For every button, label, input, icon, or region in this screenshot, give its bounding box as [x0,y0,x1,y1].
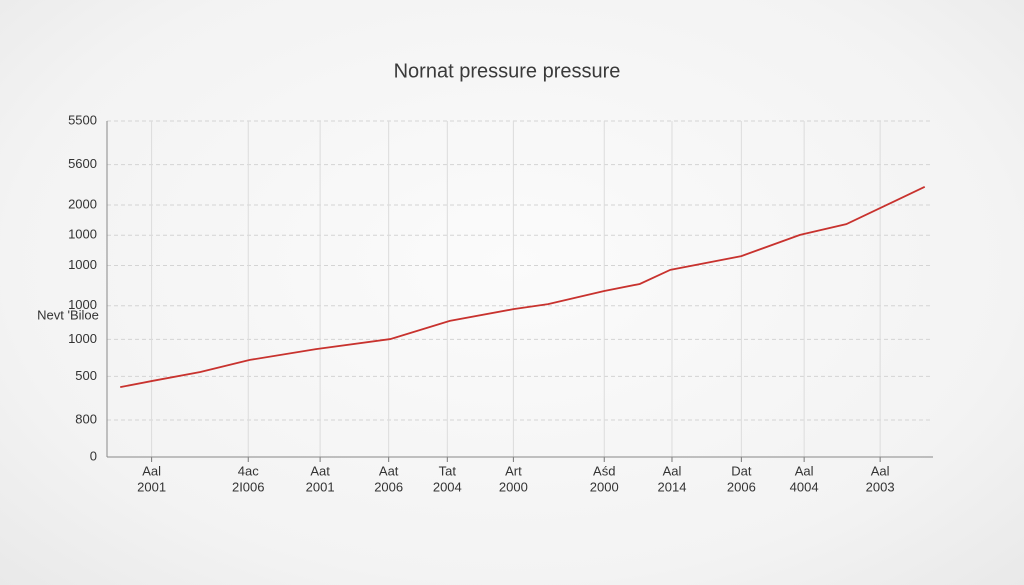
x-tick-label: 2004 [433,479,462,494]
x-tick-label: 2I006 [232,479,265,494]
x-tick-label: Aat [310,463,330,478]
x-tick-label: 2003 [866,479,895,494]
x-tick-label: Aśd [593,463,615,478]
x-tick-label: 2006 [727,479,756,494]
x-tick-label: Aal [142,463,161,478]
x-tick-label: Aal [795,463,814,478]
y-tick-label: 0 [90,448,97,463]
x-tick-label: 4004 [790,479,819,494]
y-tick-label: 1000 [68,297,97,312]
x-tick-label: 2000 [499,479,528,494]
x-tick-label: 4ac [238,463,259,478]
y-tick-label: 1000 [68,257,97,272]
y-tick-label: 500 [75,368,97,383]
y-tick-label: 1000 [68,331,97,346]
x-tick-label: Dat [731,463,752,478]
y-tick-label: 5600 [68,156,97,171]
line-series [120,186,926,388]
y-tick-label: 2000 [68,196,97,211]
x-tick-label: 2014 [658,479,687,494]
x-tick-label: 2001 [306,479,335,494]
y-tick-label: 5500 [68,112,97,127]
x-tick-label: Aal [871,463,890,478]
x-tick-label: Tat [439,463,457,478]
x-tick-label: Aal [663,463,682,478]
y-axis-label: Nevt 'Biloe [37,307,99,322]
x-tick-label: 2001 [137,479,166,494]
y-tick-label: 1000 [68,227,97,242]
x-tick-label: Aat [379,463,399,478]
x-tick-label: Art [505,463,522,478]
x-tick-label: 2006 [374,479,403,494]
y-tick-label: 800 [75,411,97,426]
x-tick-label: 2000 [590,479,619,494]
chart-title: Nornat pressure pressure [394,60,621,82]
